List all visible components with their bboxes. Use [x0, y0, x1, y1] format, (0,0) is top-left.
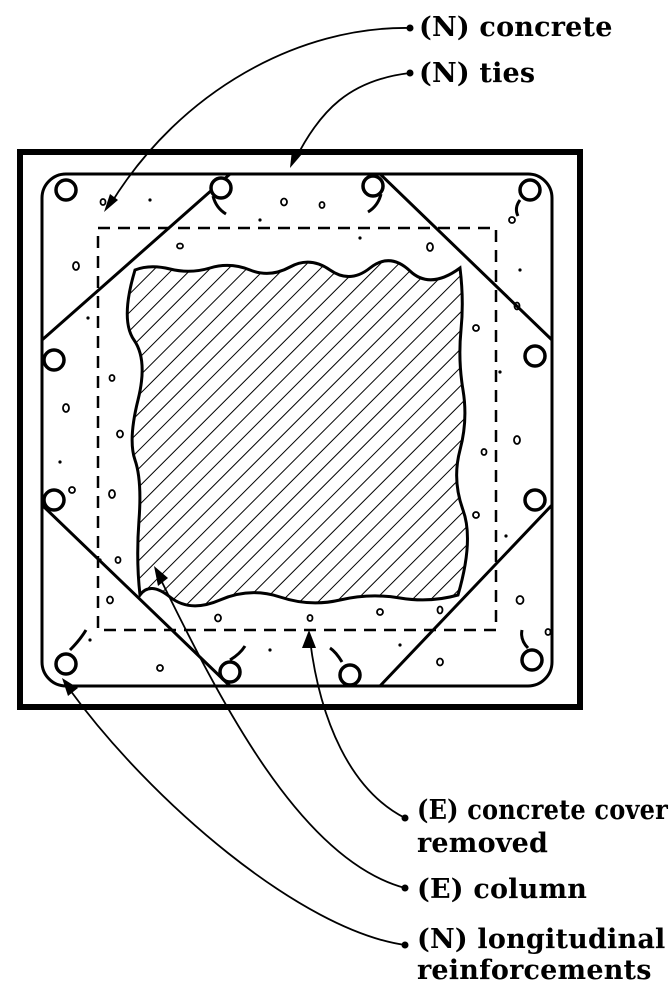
- tie-hooks: [68, 193, 530, 663]
- leader-cover-removed: [309, 639, 406, 819]
- arrowhead: [154, 566, 168, 586]
- rebar: [54, 178, 78, 202]
- concrete-dots: [58, 198, 522, 652]
- leader-new-ties: [294, 72, 411, 161]
- leader-arrowheads: [62, 150, 316, 696]
- rebar: [523, 344, 547, 368]
- arrowhead: [62, 678, 78, 696]
- rebar: [523, 488, 547, 512]
- concrete-aggregate: [62, 197, 552, 672]
- rebar: [518, 178, 542, 202]
- label-longitudinal-line1: (N) longitudinal: [417, 924, 665, 955]
- arrowhead: [104, 194, 118, 212]
- rebar: [42, 488, 66, 512]
- longitudinal-bars: [42, 174, 547, 687]
- leader-dots: [401, 24, 414, 949]
- octagonal-tie: [40, 172, 554, 688]
- label-cover-removed-line2: removed: [417, 828, 548, 859]
- rebar: [338, 663, 362, 687]
- leader-lines: [69, 27, 411, 946]
- rebar: [218, 660, 242, 684]
- label-new-concrete: (N) concrete: [419, 12, 613, 43]
- label-cover-removed-line1: (E) concrete cover: [417, 795, 668, 826]
- arrowhead: [290, 150, 302, 168]
- rebar: [209, 176, 233, 200]
- leader-existing-column: [159, 577, 406, 889]
- rebar: [520, 648, 544, 672]
- label-new-ties: (N) ties: [419, 58, 535, 89]
- leader-new-concrete: [109, 27, 411, 206]
- rebar: [361, 174, 385, 198]
- rebar: [42, 348, 66, 372]
- existing-column-section: [125, 259, 469, 608]
- label-longitudinal-line2: reinforcements: [417, 955, 652, 985]
- arrowhead: [302, 630, 316, 648]
- leader-longitudinal: [69, 689, 406, 946]
- rebar: [54, 652, 78, 676]
- label-existing-column: (E) column: [417, 874, 587, 905]
